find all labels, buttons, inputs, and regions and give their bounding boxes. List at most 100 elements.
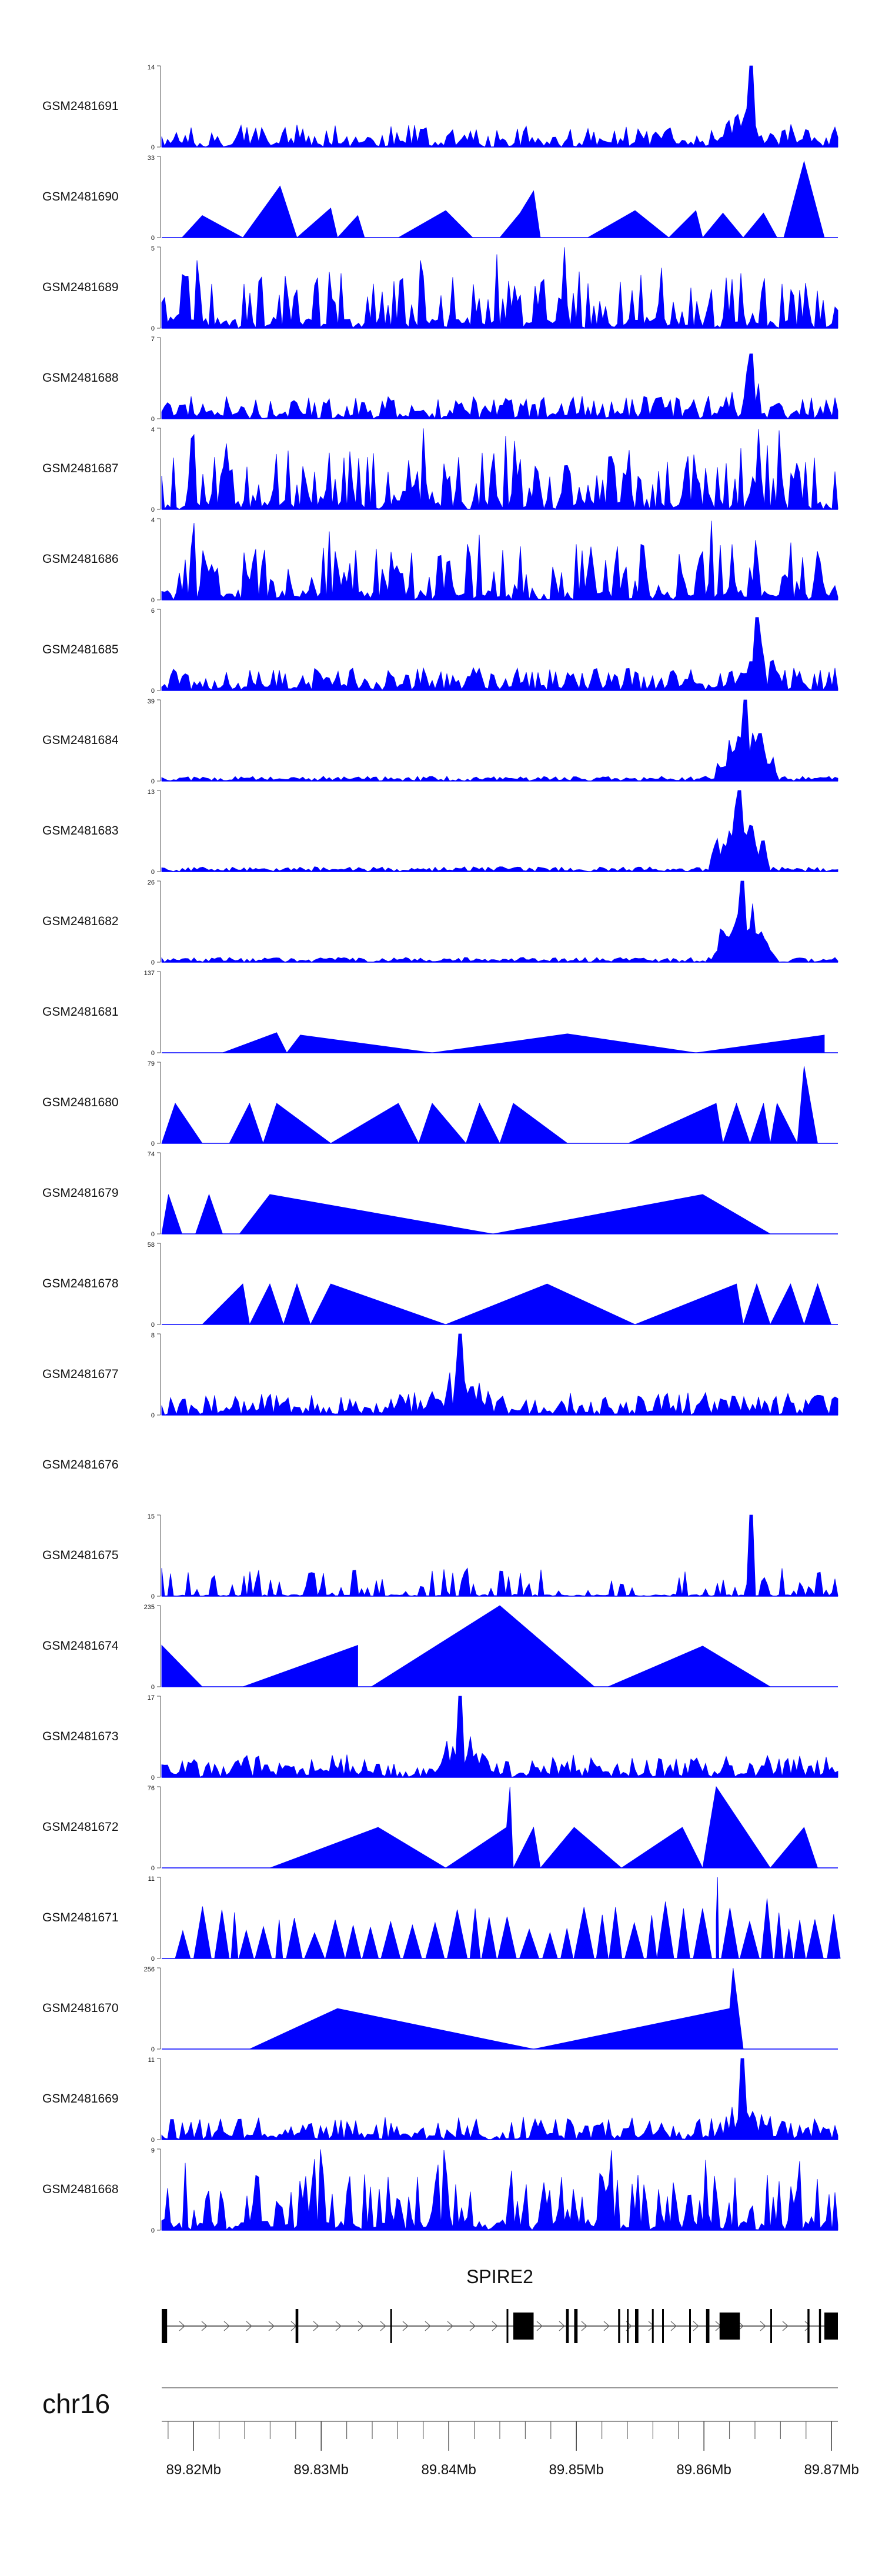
area-gsm2481680 [161, 1066, 818, 1144]
exon [662, 2309, 664, 2343]
y-max-label-gsm2481671: 11 [148, 1876, 155, 1883]
strand-arrow [804, 2321, 811, 2331]
exon [513, 2313, 534, 2340]
exon [824, 2313, 838, 2340]
strand-arrow [223, 2321, 230, 2331]
strand-arrow [201, 2321, 208, 2331]
y-zero-label-gsm2481684: 0 [151, 778, 155, 785]
strand-arrow [425, 2321, 431, 2331]
gene-name: SPIRE2 [466, 2266, 533, 2287]
strand-arrow [670, 2321, 677, 2331]
exon [807, 2309, 810, 2343]
strand-arrow [447, 2321, 453, 2331]
strand-arrow [335, 2321, 342, 2331]
exon [506, 2309, 509, 2343]
y-max-label-gsm2481690: 33 [148, 155, 155, 162]
x-tick-label: 89.83Mb [294, 2462, 349, 2478]
strand-arrow [536, 2321, 543, 2331]
exon [627, 2309, 629, 2343]
track-label-gsm2481683: GSM2481683 [42, 824, 119, 837]
x-tick-label: 89.86Mb [676, 2462, 731, 2478]
y-zero-label-gsm2481689: 0 [151, 325, 155, 332]
y-max-label-gsm2481673: 17 [148, 1694, 155, 1701]
area-gsm2481673 [161, 1696, 838, 1778]
area-gsm2481679 [161, 1193, 771, 1234]
track-label-gsm2481689: GSM2481689 [42, 281, 119, 294]
area-gsm2481677 [161, 1333, 838, 1416]
strand-arrow [402, 2321, 409, 2331]
y-zero-label-gsm2481682: 0 [151, 959, 155, 966]
track-label-gsm2481670: GSM2481670 [42, 2001, 119, 2015]
strand-arrow [246, 2321, 252, 2331]
exon [162, 2309, 168, 2343]
area-gsm2481690 [181, 160, 825, 238]
exon [689, 2309, 691, 2343]
track-label-gsm2481673: GSM2481673 [42, 1730, 119, 1743]
y-max-label-gsm2481685: 6 [151, 608, 155, 615]
y-max-label-gsm2481672: 76 [148, 1785, 155, 1792]
area-gsm2481687 [161, 428, 838, 510]
y-zero-label-gsm2481690: 0 [151, 235, 155, 242]
track-label-gsm2481674: GSM2481674 [42, 1639, 119, 1653]
chromosome-label: chr16 [42, 2388, 110, 2419]
track-label-gsm2481684: GSM2481684 [42, 733, 119, 747]
y-max-label-gsm2481668: 9 [151, 2147, 155, 2154]
y-max-label-gsm2481686: 4 [151, 517, 155, 524]
exon [566, 2309, 569, 2343]
track-label-gsm2481681: GSM2481681 [42, 1005, 119, 1019]
y-max-label-gsm2481675: 15 [148, 1513, 155, 1520]
y-zero-label-gsm2481683: 0 [151, 869, 155, 876]
area-gsm2481683 [161, 790, 838, 872]
area-gsm2481670 [249, 1967, 744, 2050]
y-zero-label-gsm2481686: 0 [151, 597, 155, 604]
area-gsm2481684 [161, 699, 838, 782]
area-gsm2481678 [202, 1283, 832, 1326]
track-label-gsm2481685: GSM2481685 [42, 643, 119, 656]
x-tick-label: 89.82Mb [166, 2462, 221, 2478]
track-label-gsm2481690: GSM2481690 [42, 190, 119, 203]
strand-arrow [179, 2321, 185, 2331]
y-zero-label-gsm2481675: 0 [151, 1593, 155, 1600]
exon [719, 2313, 740, 2340]
y-zero-label-gsm2481681: 0 [151, 1050, 155, 1057]
area-gsm2481671 [175, 1877, 841, 1959]
y-zero-label-gsm2481668: 0 [151, 2227, 155, 2234]
y-max-label-gsm2481680: 79 [148, 1060, 155, 1067]
y-max-label-gsm2481689: 5 [151, 245, 155, 252]
y-max-label-gsm2481678: 58 [148, 1242, 155, 1249]
track-label-gsm2481677: GSM2481677 [42, 1367, 119, 1381]
track-label-gsm2481669: GSM2481669 [42, 2092, 119, 2105]
track-label-gsm2481676: GSM2481676 [42, 1458, 119, 1471]
exon [706, 2309, 710, 2343]
area-gsm2481668 [161, 2149, 838, 2231]
area-gsm2481674 [161, 1605, 771, 1687]
y-zero-label-gsm2481678: 0 [151, 1322, 155, 1329]
exon [618, 2309, 620, 2343]
y-zero-label-gsm2481680: 0 [151, 1140, 155, 1147]
y-max-label-gsm2481674: 235 [144, 1604, 155, 1611]
exon [652, 2309, 654, 2343]
strand-arrow [380, 2321, 386, 2331]
x-tick-label: 89.87Mb [804, 2462, 858, 2478]
strand-arrow [782, 2321, 789, 2331]
track-label-gsm2481672: GSM2481672 [42, 1820, 119, 1834]
y-max-label-gsm2481687: 4 [151, 426, 155, 433]
track-label-gsm2481668: GSM2481668 [42, 2183, 119, 2196]
exon [574, 2309, 578, 2343]
y-zero-label-gsm2481673: 0 [151, 1774, 155, 1781]
strand-arrow [492, 2321, 498, 2331]
y-zero-label-gsm2481677: 0 [151, 1412, 155, 1419]
y-zero-label-gsm2481672: 0 [151, 1865, 155, 1872]
area-gsm2481685 [161, 617, 838, 691]
strand-arrow [581, 2321, 587, 2331]
y-max-label-gsm2481669: 11 [148, 2057, 155, 2064]
y-max-label-gsm2481670: 256 [144, 1966, 155, 1973]
x-tick-label: 89.84Mb [422, 2462, 476, 2478]
strand-arrow [358, 2321, 364, 2331]
y-max-label-gsm2481684: 39 [148, 698, 155, 705]
y-max-label-gsm2481681: 137 [144, 970, 155, 977]
exon [635, 2309, 639, 2343]
y-max-label-gsm2481691: 14 [148, 64, 155, 71]
y-max-label-gsm2481688: 7 [151, 336, 155, 343]
